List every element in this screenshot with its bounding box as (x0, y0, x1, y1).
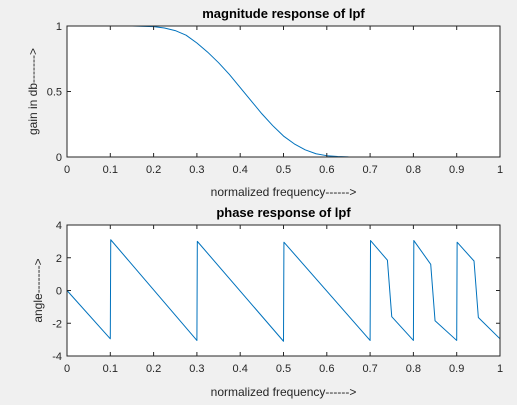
magnitude-xtick-label: 0.9 (449, 164, 464, 176)
phase-ytick-label: 0 (56, 286, 62, 298)
magnitude-ylabel: gain in db-------> (26, 48, 40, 135)
magnitude-xtick-label: 0.4 (233, 164, 248, 176)
magnitude-xtick-label: 1 (497, 164, 503, 176)
magnitude-xtick-label: 0.6 (319, 164, 334, 176)
phase-xtick-label: 0.2 (146, 363, 161, 375)
magnitude-xtick-label: 0.1 (103, 164, 118, 176)
magnitude-xtick-label: 0.2 (146, 164, 161, 176)
phase-xlabel: normalized frequency------> (211, 385, 357, 399)
phase-xtick-label: 0.8 (406, 363, 421, 375)
phase-plot: 0 0.1 0.2 0.3 0.4 0.5 0.6 0.7 0.8 0.9 1 -4 -2 0 2 4 pha… (31, 205, 503, 399)
magnitude-xtick-label: 0.8 (406, 164, 421, 176)
phase-xtick-label: 0 (64, 363, 70, 375)
magnitude-ytick-label: 1 (56, 21, 62, 33)
magnitude-title: magnitude response of lpf (202, 6, 365, 21)
magnitude-ytick-label: 0 (56, 152, 62, 164)
phase-xtick-label: 1 (497, 363, 503, 375)
magnitude-xtick-label: 0.5 (276, 164, 291, 176)
magnitude-xtick-label: 0.3 (189, 164, 204, 176)
phase-xtick-label: 0.7 (362, 363, 377, 375)
magnitude-plot-area (67, 26, 500, 157)
phase-ylabel: angle-------> (31, 258, 45, 322)
magnitude-xtick-label: 0 (64, 164, 70, 176)
phase-ytick-label: -4 (52, 351, 62, 363)
phase-xtick-label: 0.1 (103, 363, 118, 375)
phase-xtick-label: 0.5 (276, 363, 291, 375)
phase-ytick-label: 2 (56, 253, 62, 265)
phase-ticks-layer: 0 0.1 0.2 0.3 0.4 0.5 0.6 0.7 0.8 0.9 1 -4 -2 0 2 4 (52, 220, 503, 375)
phase-ytick-label: 4 (56, 220, 62, 232)
magnitude-ticks-layer: 0 0.1 0.2 0.3 0.4 0.5 0.6 0.7 0.8 0.9 1 0 0.5 1 (47, 21, 503, 176)
phase-series-layer (66, 239, 501, 342)
phase-xtick-label: 0.4 (233, 363, 248, 375)
phase-xtick-label: 0.9 (449, 363, 464, 375)
magnitude-plot: 0 0.1 0.2 0.3 0.4 0.5 0.6 0.7 0.8 0.9 1 0 0.5 1 magni… (26, 6, 503, 199)
magnitude-xlabel: normalized frequency------> (211, 185, 357, 199)
magnitude-xtick-label: 0.7 (362, 164, 377, 176)
phase-title: phase response of lpf (216, 205, 351, 220)
magnitude-ytick-label: 0.5 (47, 87, 62, 99)
phase-series-line-0 (66, 239, 501, 342)
phase-ytick-label: -2 (52, 318, 62, 330)
phase-xtick-label: 0.6 (319, 363, 334, 375)
phase-xtick-label: 0.3 (189, 363, 204, 375)
